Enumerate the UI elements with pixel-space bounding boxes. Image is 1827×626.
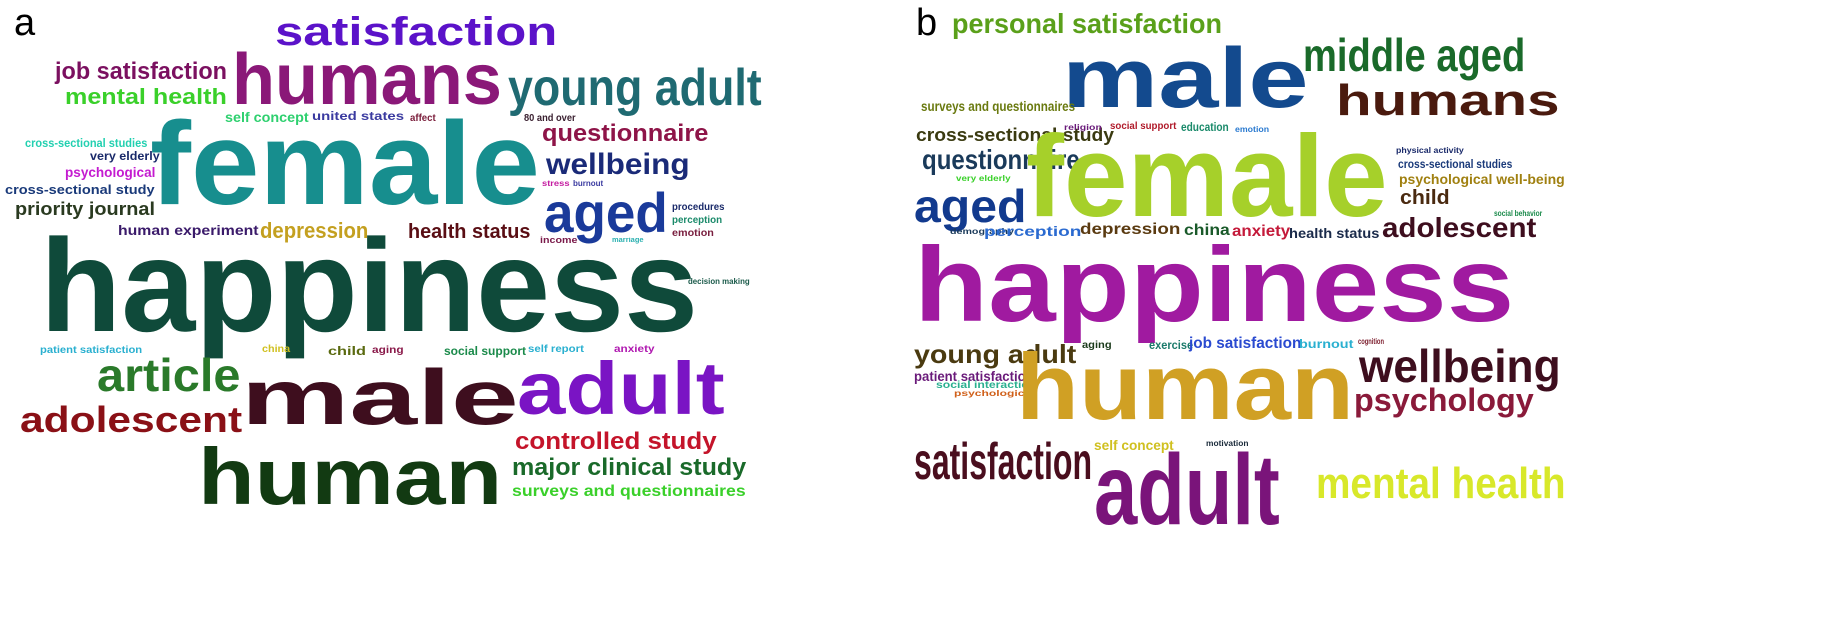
word-self-concept: self concept (225, 109, 309, 125)
word-psychology: psychology (1354, 382, 1534, 418)
word-human-experiment: human experiment (118, 222, 259, 238)
word-job-satisfaction: job satisfaction (55, 58, 227, 85)
word-child: child (328, 344, 367, 358)
word-cloud-a: a satisfaction job satisfaction humans ment… (0, 0, 913, 626)
word-very-elderly: very elderly (90, 149, 160, 163)
word-personal-satisfaction: personal satisfaction (952, 8, 1223, 39)
word-self-report: self report (528, 344, 584, 355)
word-physical-activity: physical activity (1396, 146, 1464, 155)
word-patient-satisfaction: patient satisfaction (40, 345, 143, 356)
word-cognition: cognition (1358, 337, 1384, 346)
word-social-behavior: social behavior (1494, 209, 1543, 218)
word-cross-sectional-study: cross-sectional study (916, 125, 1115, 145)
word-cloud-b: b personal satisfaction male middle aged su… (914, 0, 1827, 626)
word-emotion: emotion (672, 228, 714, 239)
word-questionnaire: questionnaire (922, 144, 1080, 175)
word-male: male (241, 353, 519, 441)
word-aging: aging (372, 345, 404, 356)
word-young-adult: young adult (914, 339, 1077, 369)
word-humans: humans (232, 40, 502, 120)
word-young-adult: young adult (508, 59, 762, 117)
word-wellbeing: wellbeing (546, 148, 690, 181)
word-depression: depression (260, 218, 369, 243)
word-child: child (1400, 187, 1450, 209)
word-article: article (97, 349, 241, 401)
panel-label: a (14, 2, 36, 44)
word-perception: perception (672, 215, 723, 226)
word-anxiety: anxiety (1232, 223, 1291, 240)
word-psychological: psychological (65, 164, 156, 180)
word-marriage: marriage (612, 237, 644, 244)
word-aged: aged (544, 181, 668, 244)
word-male: male (1062, 31, 1309, 125)
word-80-and-over: 80 and over (524, 113, 576, 124)
word-questionnaire: questionnaire (542, 120, 709, 147)
word-adult: adult (1094, 434, 1280, 546)
word-demography: demography (950, 227, 1015, 236)
word-exercise: exercise (1149, 338, 1194, 352)
word-controlled-study: controlled study (515, 428, 717, 455)
word-income: income (540, 235, 578, 245)
word-aging: aging (1082, 340, 1112, 351)
word-social-support: social support (444, 344, 527, 358)
word-decision-making: decision making (688, 277, 750, 286)
word-mental-health: mental health (65, 84, 227, 109)
word-health-status: health status (1289, 225, 1380, 241)
word-adolescent: adolescent (20, 399, 243, 440)
word-education: education (1181, 120, 1229, 134)
word-happiness: happiness (40, 212, 699, 359)
word-adolescent: adolescent (1382, 212, 1537, 243)
word-major-clinical-study: major clinical study (512, 454, 747, 481)
word-psychological: psychological (954, 389, 1035, 398)
word-satisfaction: satisfaction (275, 10, 558, 54)
word-cross-sectional-studies: cross-sectional studies (25, 136, 148, 150)
word-aged: aged (914, 180, 1027, 232)
word-stress: stress (542, 179, 570, 188)
word-very-elderly: very elderly (956, 174, 1011, 183)
word-social-support: social support (1110, 121, 1177, 132)
panel-label: b (916, 2, 938, 44)
word-adult: adult (517, 347, 725, 430)
word-happiness: happiness (914, 226, 1515, 344)
word-affect: affect (410, 113, 436, 124)
word-anxiety: anxiety (614, 344, 655, 355)
word-health-status: health status (408, 221, 531, 243)
word-burnout: burnout (1299, 337, 1354, 351)
word-self-concept: self concept (1094, 437, 1174, 453)
word-surveys-and-questionnaires: surveys and questionnaires (921, 98, 1076, 114)
word-social-interaction: social interaction (936, 380, 1037, 391)
word-motivation: motivation (1206, 439, 1249, 448)
word-humans: humans (1336, 76, 1560, 125)
word-patient-satisfaction: patient satisfaction (914, 368, 1034, 384)
word-satisfaction: satisfaction (914, 433, 1093, 491)
word-mental-health: mental health (1316, 459, 1566, 508)
word-human: human (1016, 334, 1355, 439)
word-female: female (1026, 111, 1388, 241)
word-cross-sectional-studies: cross-sectional studies (1398, 157, 1513, 171)
word-china: china (1184, 222, 1230, 239)
word-job-satisfaction: job satisfaction (1189, 335, 1302, 352)
word-cross-sectional-study: cross-sectional study (5, 182, 155, 197)
word-procedures: procedures (672, 202, 725, 213)
word-burnout: burnout (573, 179, 604, 188)
word-perception: perception (984, 223, 1082, 239)
word-religion: religion (1064, 123, 1102, 132)
word-female: female (150, 98, 540, 230)
word-psychological-well-being: psychological well-being (1399, 171, 1565, 187)
word-human: human (198, 432, 503, 521)
word-wellbeing: wellbeing (1359, 340, 1561, 392)
word-priority-journal: priority journal (15, 199, 155, 219)
word-china: china (262, 344, 291, 355)
word-emotion: emotion (1235, 125, 1270, 134)
word-united-states: united states (312, 109, 405, 123)
word-middle-aged: middle aged (1303, 29, 1526, 81)
word-surveys-and-questionnaires: surveys and questionnaires (512, 483, 746, 500)
word-depression: depression (1080, 221, 1181, 238)
